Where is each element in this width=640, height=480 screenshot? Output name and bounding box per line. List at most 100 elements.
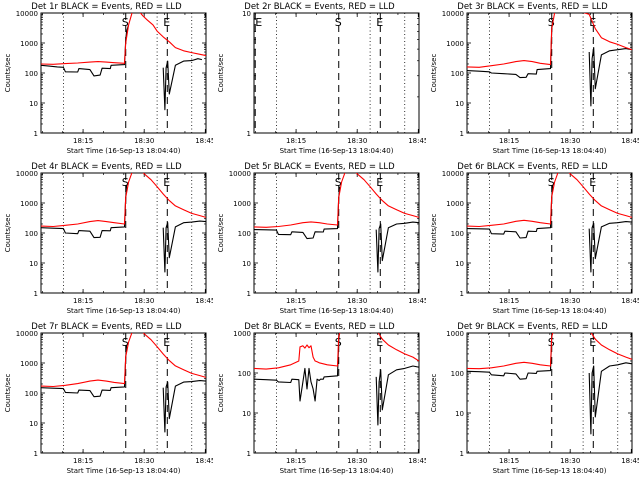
y-tick-label: 1 bbox=[34, 450, 38, 458]
x-tick-label: 18:45 bbox=[408, 457, 426, 465]
plot-svg: Det 1r BLACK = Events, RED = LLD 1 10 100 10… bbox=[4, 2, 213, 155]
y-tick-label: 10000 bbox=[16, 330, 38, 338]
y-tick-label: 100 bbox=[451, 70, 464, 78]
y-axis-label: Counts/sec bbox=[430, 54, 438, 93]
x-tick-label: 18:15 bbox=[499, 457, 519, 465]
lld-series-line bbox=[254, 173, 419, 228]
y-axis-label: Counts/sec bbox=[4, 54, 12, 93]
y-tick-label: 1000 bbox=[446, 200, 464, 208]
events-series-line bbox=[41, 344, 128, 398]
y-axis-label: Counts/sec bbox=[4, 374, 12, 413]
events-series-line bbox=[162, 58, 203, 111]
lld-series-line bbox=[467, 173, 632, 228]
y-tick-label: 10000 bbox=[16, 170, 38, 178]
plot-svg: Det 8r BLACK = Events, RED = LLD 1 10 100 10… bbox=[217, 322, 426, 475]
x-tick-label: 18:45 bbox=[621, 297, 639, 305]
x-tick-label: 18:45 bbox=[195, 137, 213, 145]
plot-frame bbox=[466, 332, 633, 454]
event-marker-label: S bbox=[122, 176, 129, 189]
event-marker-label: E bbox=[163, 176, 170, 189]
x-tick-label: 18:45 bbox=[408, 297, 426, 305]
y-tick-label: 10 bbox=[242, 10, 251, 18]
y-tick-label: 100 bbox=[238, 370, 251, 378]
y-axis-label: Counts/sec bbox=[430, 214, 438, 253]
x-axis-label: Start Time (16-Sep-13 18:04:40) bbox=[493, 307, 607, 315]
y-tick-label: 10000 bbox=[442, 10, 464, 18]
x-tick-label: 18:15 bbox=[73, 297, 93, 305]
event-marker-label: E bbox=[376, 16, 383, 29]
x-tick-label: 18:45 bbox=[195, 297, 213, 305]
y-tick-label: 1000 bbox=[446, 330, 464, 338]
x-tick-label: 18:30 bbox=[347, 457, 367, 465]
plot-title: Det 2r BLACK = Events, RED = LLD bbox=[244, 2, 395, 12]
y-tick-label: 1 bbox=[34, 290, 38, 298]
events-series-line bbox=[467, 333, 553, 380]
event-marker-label: E bbox=[376, 176, 383, 189]
events-series-line bbox=[588, 221, 632, 273]
series-group bbox=[41, 173, 206, 273]
plot-svg: Det 4r BLACK = Events, RED = LLD 1 10 100 10… bbox=[4, 162, 213, 315]
y-tick-label: 1000 bbox=[233, 330, 251, 338]
series-group bbox=[41, 333, 206, 433]
series-group bbox=[41, 13, 206, 111]
plot-svg: Det 2r BLACK = Events, RED = LLD 1 10 Count… bbox=[217, 2, 426, 155]
events-series-line bbox=[254, 186, 341, 240]
x-axis-label: Start Time (16-Sep-13 18:04:40) bbox=[280, 467, 394, 475]
x-axis-label: Start Time (16-Sep-13 18:04:40) bbox=[67, 307, 181, 315]
event-marker-label: S bbox=[548, 176, 555, 189]
plot-title: Det 6r BLACK = Events, RED = LLD bbox=[457, 162, 608, 172]
x-tick-label: 18:15 bbox=[73, 457, 93, 465]
series-group bbox=[467, 13, 632, 107]
y-tick-label: 10 bbox=[29, 260, 38, 268]
det-3r-panel: Det 3r BLACK = Events, RED = LLD 1 10 100 10… bbox=[426, 0, 639, 160]
events-series-line bbox=[162, 220, 206, 273]
det-7r-panel: Det 7r BLACK = Events, RED = LLD 1 10 100 10… bbox=[0, 320, 213, 480]
y-tick-label: 1 bbox=[460, 450, 464, 458]
event-marker-label: S bbox=[122, 16, 129, 29]
plot-title: Det 7r BLACK = Events, RED = LLD bbox=[31, 322, 182, 332]
y-tick-label: 100 bbox=[451, 230, 464, 238]
plot-frame bbox=[40, 332, 207, 454]
plot-title: Det 4r BLACK = Events, RED = LLD bbox=[31, 162, 182, 172]
event-marker-label: S bbox=[122, 336, 129, 349]
y-tick-label: 10000 bbox=[442, 170, 464, 178]
plot-title: Det 5r BLACK = Events, RED = LLD bbox=[244, 162, 395, 172]
x-tick-label: 18:45 bbox=[621, 457, 639, 465]
plot-frame bbox=[253, 332, 420, 454]
det-2r-panel: Det 2r BLACK = Events, RED = LLD 1 10 Count… bbox=[213, 0, 426, 160]
x-axis-label: Start Time (16-Sep-13 18:04:40) bbox=[280, 307, 394, 315]
x-tick-label: 18:30 bbox=[134, 137, 154, 145]
event-marker-label: S bbox=[548, 16, 555, 29]
x-axis-label: Start Time (16-Sep-13 18:04:40) bbox=[493, 147, 607, 155]
series-group bbox=[254, 173, 419, 273]
y-tick-label: 10 bbox=[455, 410, 464, 418]
x-tick-label: 18:30 bbox=[347, 137, 367, 145]
event-marker-label: S bbox=[335, 176, 342, 189]
series-group bbox=[467, 173, 632, 273]
det-1r-panel: Det 1r BLACK = Events, RED = LLD 1 10 100 10… bbox=[0, 0, 213, 160]
events-series-line bbox=[375, 365, 419, 426]
x-tick-label: 18:45 bbox=[408, 137, 426, 145]
y-axis-label: Counts/sec bbox=[217, 214, 225, 253]
event-marker-label: E bbox=[589, 336, 596, 349]
x-tick-label: 18:15 bbox=[286, 137, 306, 145]
lld-series-line bbox=[467, 13, 632, 68]
events-series-line bbox=[588, 47, 632, 107]
plot-svg: Det 3r BLACK = Events, RED = LLD 1 10 100 10… bbox=[430, 2, 639, 155]
y-tick-label: 10 bbox=[29, 100, 38, 108]
x-tick-label: 18:30 bbox=[560, 137, 580, 145]
y-tick-label: 1000 bbox=[20, 40, 38, 48]
y-tick-label: 10 bbox=[455, 100, 464, 108]
plot-title: Det 1r BLACK = Events, RED = LLD bbox=[31, 2, 182, 12]
event-marker-label: E bbox=[163, 16, 170, 29]
y-tick-label: 10 bbox=[455, 260, 464, 268]
lld-series-line bbox=[41, 333, 206, 388]
x-tick-label: 18:15 bbox=[499, 137, 519, 145]
y-axis-label: Counts/sec bbox=[217, 374, 225, 413]
x-tick-label: 18:45 bbox=[621, 137, 639, 145]
lld-series-line bbox=[41, 13, 206, 65]
events-series-line bbox=[41, 24, 130, 77]
x-tick-label: 18:15 bbox=[286, 457, 306, 465]
x-tick-label: 18:15 bbox=[499, 297, 519, 305]
